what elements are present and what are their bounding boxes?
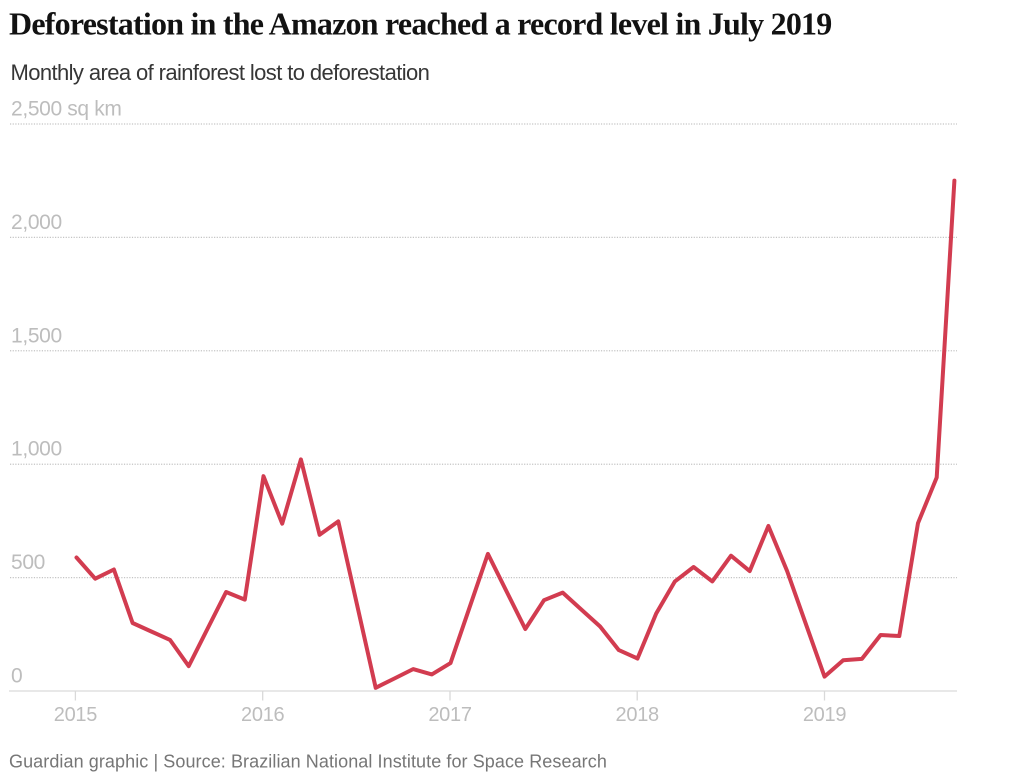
svg-text:2,000: 2,000: [11, 211, 62, 234]
svg-text:Deforestation in the Amazon re: Deforestation in the Amazon reached a re…: [9, 5, 832, 41]
svg-text:1,500: 1,500: [11, 324, 62, 347]
svg-text:1,000: 1,000: [11, 438, 62, 461]
svg-text:2016: 2016: [241, 704, 284, 726]
svg-text:2,500 sq km: 2,500 sq km: [11, 98, 122, 121]
svg-text:2018: 2018: [616, 704, 659, 726]
svg-text:0: 0: [11, 665, 22, 688]
svg-text:Guardian graphic | Source: Bra: Guardian graphic | Source: Brazilian Nat…: [9, 752, 607, 772]
svg-text:2015: 2015: [54, 704, 97, 726]
svg-text:2019: 2019: [803, 704, 846, 726]
svg-text:2017: 2017: [428, 704, 471, 726]
svg-text:500: 500: [11, 551, 45, 574]
svg-text:Monthly area of rainforest los: Monthly area of rainforest lost to defor…: [11, 60, 430, 85]
